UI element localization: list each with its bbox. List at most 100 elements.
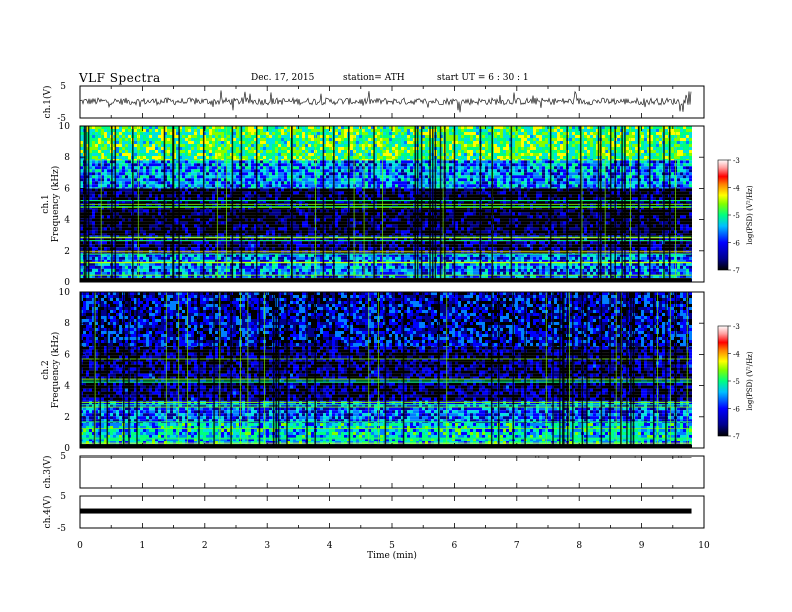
spectrogram-cell [482,238,485,242]
spectrogram-cell [209,191,212,195]
spectrogram-cell [596,256,599,260]
spectrogram-cell [101,188,104,192]
spectrogram-cell [170,253,173,254]
spectrogram-cell [665,268,668,272]
spectrogram-cell [128,271,131,275]
spectrogram-cell [464,238,467,242]
spectrogram-cell [242,265,245,269]
spectrogram-cell [587,200,590,204]
spectrogram-cell [515,271,518,275]
spectrogram-cell [617,265,620,269]
spectrogram-cell [536,191,539,195]
spectrogram-cell [230,244,233,248]
spectrogram-cell [659,191,662,195]
spectrogram-cell [167,197,170,201]
spectrogram-cell [317,188,320,192]
spectrogram-cell [329,194,332,198]
spectrogram-cell [89,191,92,195]
spectrogram-cell [395,256,398,260]
spectrogram-cell [488,262,491,266]
spectrogram-cell [251,253,254,254]
spectrogram-cell [206,206,209,210]
spectrogram-cell [626,238,629,242]
spectrogram-cell [188,206,191,210]
spectrogram-cell [686,268,689,272]
spectrogram-cell [581,197,584,201]
spectrogram-cell [647,247,650,251]
spectrogram-cell [542,262,545,266]
spectrogram-cell [281,271,284,275]
spectrogram-cell [323,271,326,275]
spectrogram-cell [128,191,131,195]
spectrogram-cell [227,244,230,248]
spectrogram-cell [446,197,449,201]
spectrogram-cell [248,274,251,278]
spectrogram-cell [569,253,572,254]
spectrogram-cell [353,194,356,198]
spectrogram-cell [509,274,512,278]
spectrogram-cell [326,206,329,210]
spectrogram-cell [176,188,179,192]
spectrogram-cell [215,274,218,278]
spectrogram-cell [329,256,332,260]
spectrogram-cell [236,238,239,242]
spectrogram-cell [302,256,305,260]
spectrogram-cell [152,253,155,257]
spectrogram-cell [422,256,425,260]
spectrogram-cell [608,274,611,278]
spectrogram-cell [617,194,620,198]
spectrogram-cell [80,253,83,257]
spectrogram-cell [323,259,326,263]
spectrogram-cell [164,188,167,192]
spectrogram-cell [407,200,410,204]
spectrogram-cell [419,271,422,275]
spectrogram-cell [542,200,545,204]
spectrogram-cell [209,188,212,192]
spectrogram-cell [140,194,143,198]
spectrogram-cell [98,262,101,266]
spectrogram-cell [113,268,116,272]
spectrogram-cell [224,268,227,272]
spectrogram-cell [665,256,668,260]
spectrogram-cell [269,188,272,192]
spectrogram-cell [311,259,314,263]
spectrogram-cell [440,241,443,245]
spectrogram-cell [389,197,392,201]
spectrogram-cell [143,206,146,210]
spectrogram-cell [308,274,311,278]
spectrogram-cell [677,191,680,195]
spectrogram-cell [515,253,518,257]
spectrogram-cell [197,265,200,269]
spectrogram-cell [497,238,500,242]
spectrogram-cell [92,191,95,195]
spectrogram-cell [482,194,485,198]
spectrogram-cell [644,274,647,278]
spectrogram-cell [359,206,362,210]
spectrogram-cell [383,274,386,278]
spectrogram-cell [572,259,575,263]
spectrogram-cell [104,262,107,266]
spectrogram-cell [215,200,218,204]
spectrogram-cell [488,191,491,195]
spectrogram-cell [179,244,182,248]
spectrogram-cell [401,191,404,195]
spectrogram-cell [188,265,191,269]
spectrogram-cell [527,253,530,257]
spectrogram-cell [275,244,278,248]
spectrogram-cell [149,271,152,275]
spectrogram-cell [572,268,575,272]
spectrogram-cell [374,274,377,278]
spectrogram-cell [341,206,344,210]
spectrogram-cell [335,206,338,210]
spectrogram-cell [563,271,566,275]
spectrogram-cell [308,238,311,242]
spectrogram-cell [380,253,383,254]
spectrogram-cell [107,244,110,248]
spectrogram-cell [578,262,581,266]
spectrogram-cell [179,256,182,260]
spectrogram-cell [470,253,473,257]
spectrogram-cell [512,259,515,263]
spectrogram-cell [374,247,377,251]
spectrogram-cell [356,244,359,248]
spectrogram-cell [488,200,491,204]
